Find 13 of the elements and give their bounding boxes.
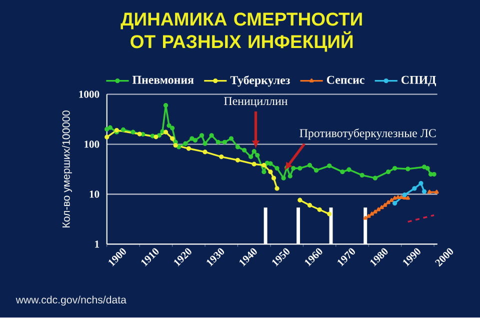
text: www.cdc.gov/nchs/data [16,296,126,306]
y-tick-label: 1000 [79,90,100,98]
legend-label: Пневмония [132,76,194,84]
annotation: Противотуберкулезные ЛС [300,128,436,140]
annotation: Пенициллин [224,97,288,108]
legend-label: СПИД [402,76,436,87]
legend-label: Сепсис [326,76,364,84]
y-tick-label: 10 [90,190,100,198]
y-axis-title: Кол-во умерших/100000 [62,110,72,228]
legend-label: Туберкулез [230,76,290,87]
y-tick-label: 100 [84,140,100,148]
chart-title: ДИНАМИКА СМЕРТНОСТИ ОТ РАЗНЫХ ИНФЕКЦИЙ [120,12,362,52]
y-tick-label: 1 [95,240,100,248]
